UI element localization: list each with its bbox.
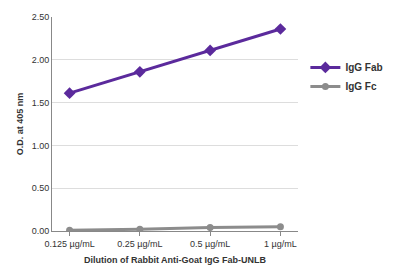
svg-text:1.00: 1.00 <box>32 141 50 151</box>
svg-text:1 µg/mL: 1 µg/mL <box>264 239 297 249</box>
svg-text:IgG Fab: IgG Fab <box>345 62 382 73</box>
svg-text:IgG Fc: IgG Fc <box>345 81 377 92</box>
svg-text:0.125 µg/mL: 0.125 µg/mL <box>44 239 94 249</box>
svg-text:2.00: 2.00 <box>32 55 50 65</box>
svg-text:2.50: 2.50 <box>32 12 50 22</box>
svg-text:0.25 µg/mL: 0.25 µg/mL <box>117 239 162 249</box>
svg-text:O.D. at 405 nm: O.D. at 405 nm <box>15 93 25 156</box>
svg-text:0.5 µg/mL: 0.5 µg/mL <box>190 239 230 249</box>
svg-text:Dilution of Rabbit Anti-Goat I: Dilution of Rabbit Anti-Goat IgG Fab-UNL… <box>84 255 267 265</box>
svg-text:0.50: 0.50 <box>32 183 50 193</box>
svg-text:0.00: 0.00 <box>32 226 50 236</box>
svg-text:1.50: 1.50 <box>32 98 50 108</box>
